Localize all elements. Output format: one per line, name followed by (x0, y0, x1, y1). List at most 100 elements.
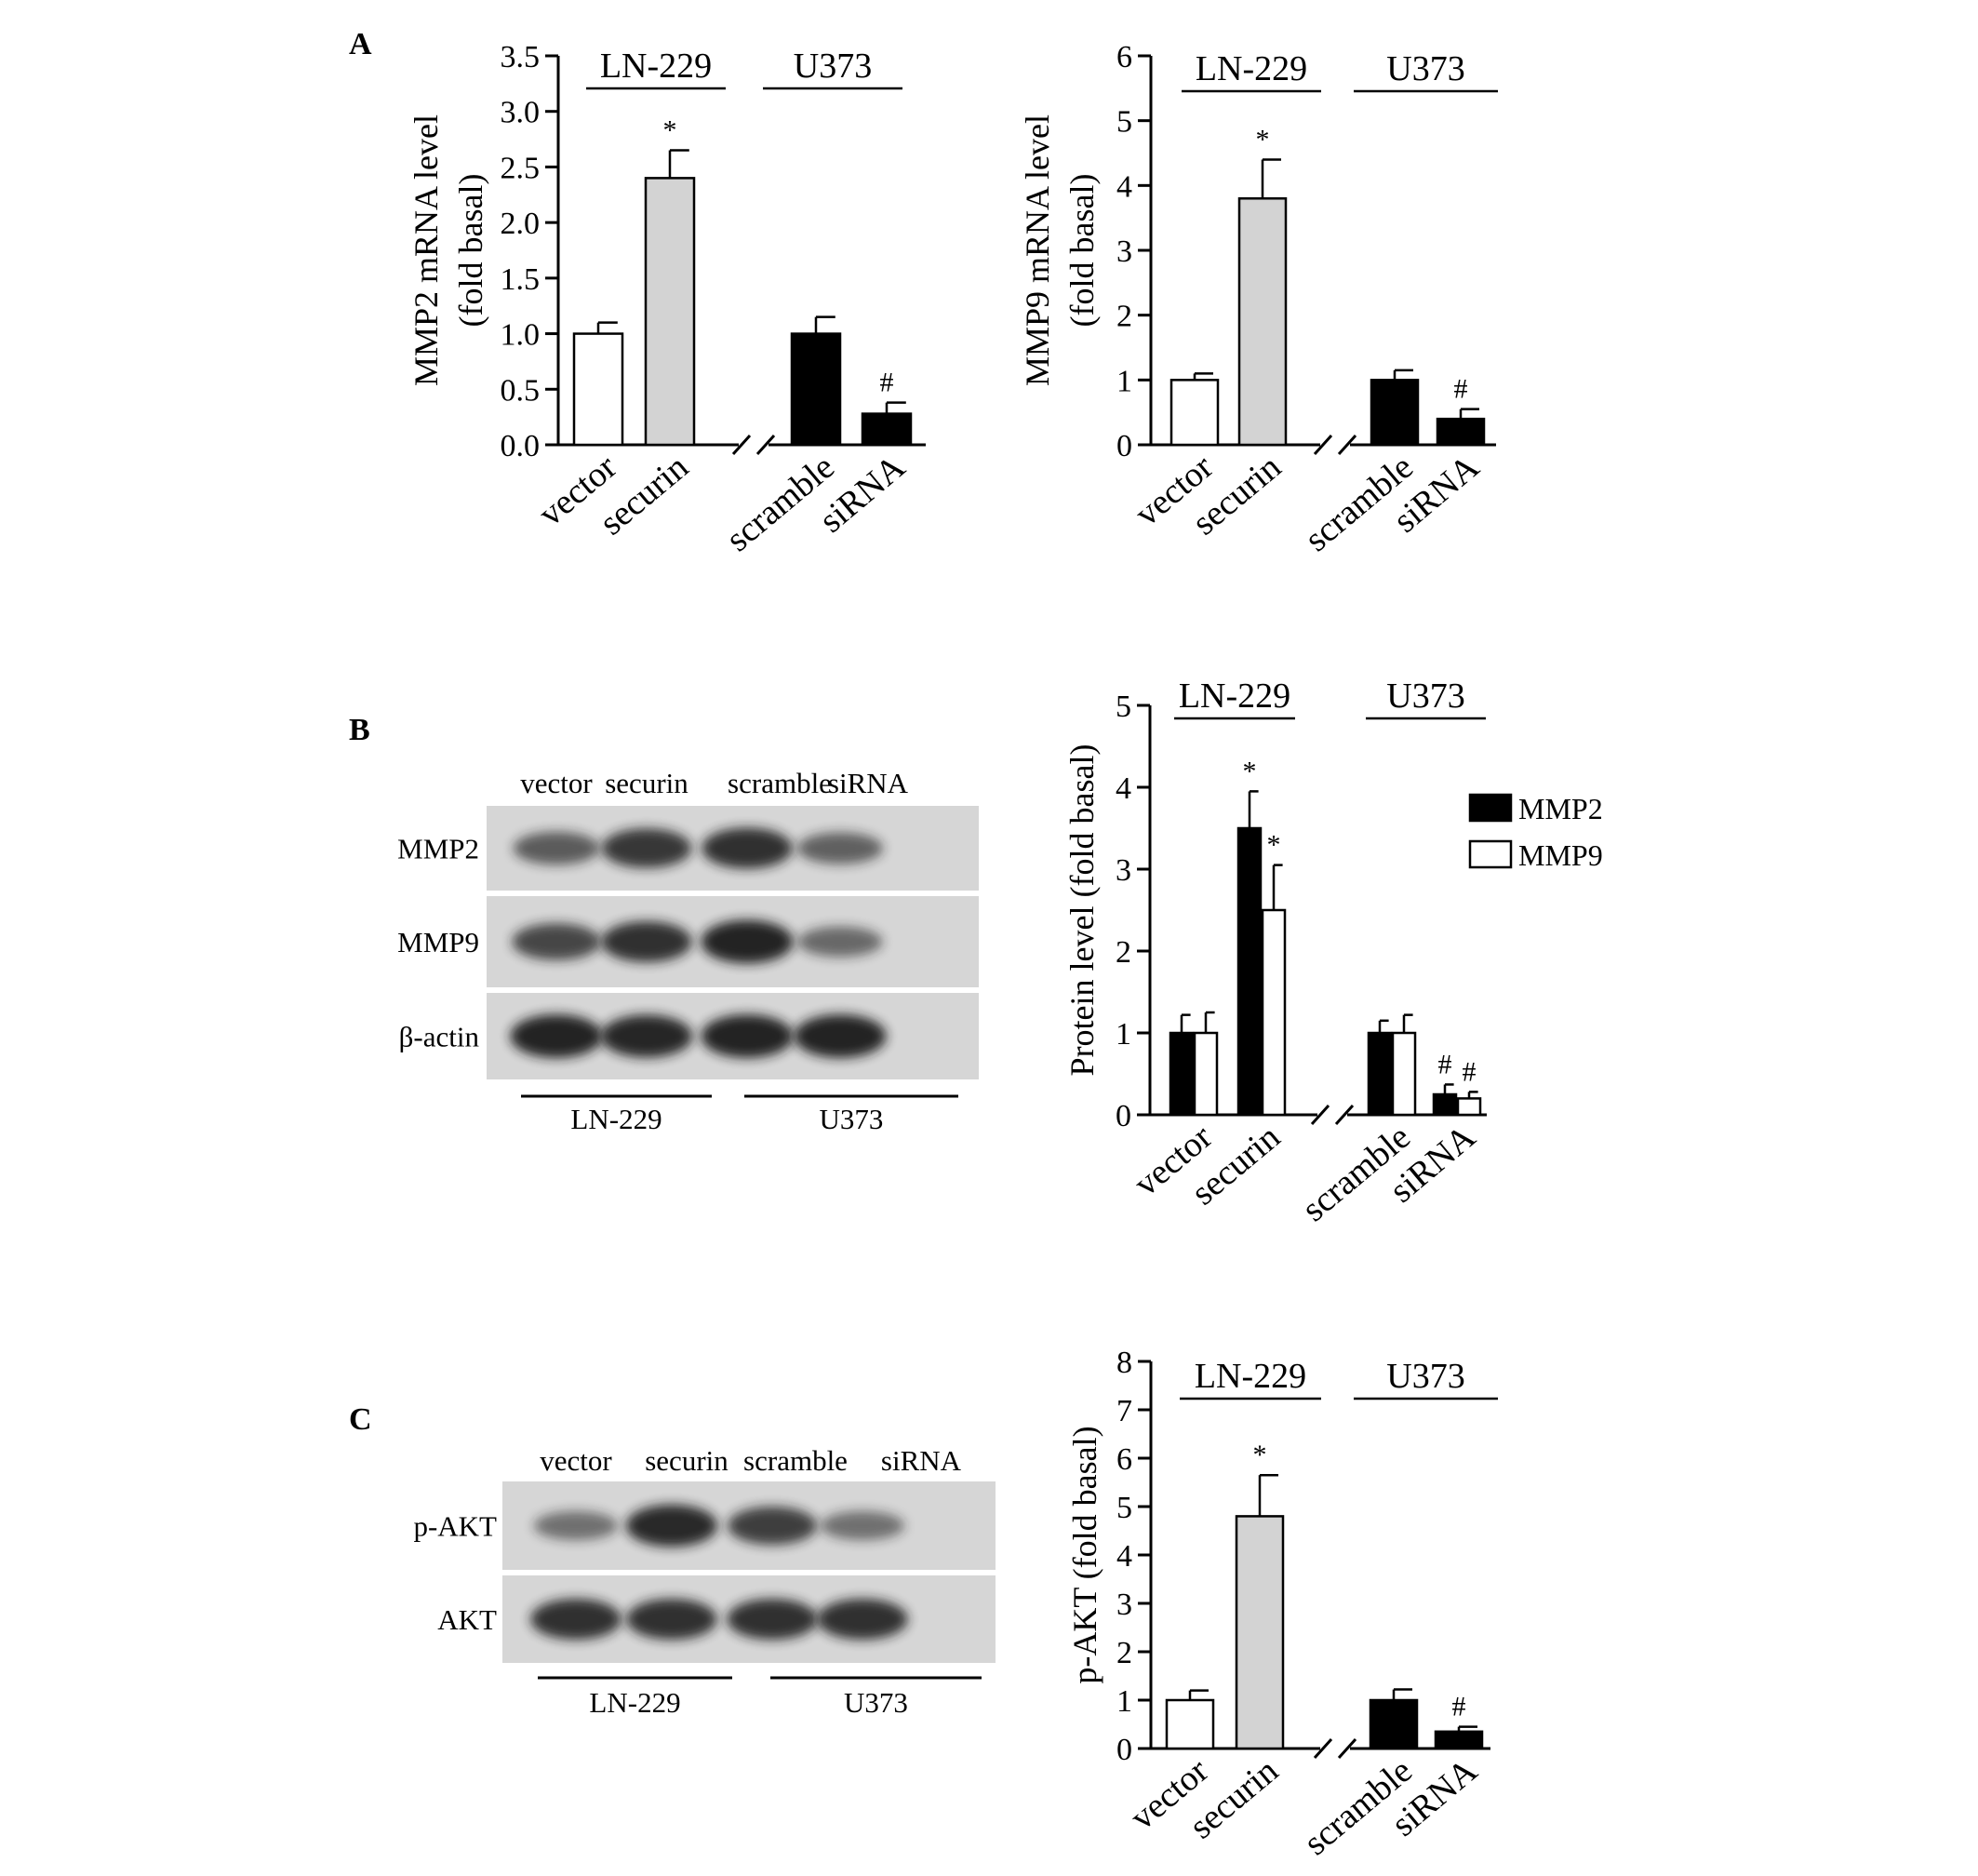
bar (1367, 1031, 1393, 1117)
y-tick-label: 0 (1116, 1099, 1131, 1133)
y-tick-label: 6 (1116, 1442, 1132, 1477)
blot-group-label: LN-229 (570, 1103, 662, 1135)
lane-label: securin (645, 1444, 728, 1477)
bar (1391, 1031, 1417, 1117)
bar (1169, 1031, 1195, 1117)
y-tick-label: 1.5 (501, 262, 541, 297)
y-tick-label: 2 (1116, 300, 1132, 334)
blot-group-label: U373 (844, 1686, 908, 1719)
significance-mark: # (880, 368, 894, 398)
group-label: LN-229 (600, 47, 712, 86)
group-label: U373 (794, 47, 872, 86)
blot-band (727, 1599, 818, 1640)
y-axis-label: Protein level (fold basal) (1063, 744, 1101, 1077)
y-tick-label: 2 (1116, 1636, 1132, 1670)
y-tick-label: 6 (1116, 40, 1132, 74)
y-tick-label: 7 (1116, 1394, 1132, 1428)
axis-break-mark (1334, 1104, 1355, 1126)
lane-label: siRNA (828, 767, 909, 799)
significance-mark: * (1267, 830, 1281, 861)
blot-row-label: p-AKT (413, 1510, 497, 1543)
chart-3: 0 1 2 3 4 5 Protein level (fold basal) LN-229 U3… (1063, 677, 1603, 1229)
y-tick-label: 0 (1116, 429, 1132, 463)
blot-band (702, 827, 793, 869)
axis-break-mark (1337, 434, 1357, 456)
y-tick-label: 0.5 (501, 373, 541, 408)
bar (1169, 379, 1220, 447)
blot-band (701, 919, 794, 964)
blot-band (820, 1510, 905, 1541)
y-tick-label: 3 (1116, 234, 1132, 269)
axis-break-mark (755, 434, 776, 456)
blot-band (510, 1014, 603, 1058)
significance-mark: * (663, 115, 677, 146)
chart-1: 0.0 0.5 1.0 1.5 2.0 2.5 3.0 3.5 MMP2 mRNA level(… (408, 40, 926, 559)
group-label: LN-229 (1196, 49, 1307, 88)
bar (1369, 1698, 1419, 1750)
y-tick-label: 2.0 (501, 207, 541, 241)
bar (1236, 826, 1263, 1117)
blot-row-label: MMP2 (397, 833, 479, 865)
y-tick-label: 3.0 (501, 96, 541, 130)
axis-break-mark (1313, 1737, 1333, 1760)
legend-swatch (1468, 793, 1513, 823)
bar (1432, 1092, 1458, 1117)
y-tick-label: 0.0 (501, 429, 541, 463)
y-axis-label: (fold basal) (1063, 174, 1101, 328)
legend-swatch (1468, 839, 1513, 869)
y-tick-label: 1 (1116, 1684, 1132, 1719)
bar (1436, 417, 1486, 447)
significance-mark: * (1256, 124, 1270, 154)
blot-row-label: MMP9 (397, 926, 479, 958)
y-tick-label: 1 (1116, 1017, 1131, 1052)
blot-band (600, 1014, 693, 1058)
y-tick-label: 4 (1116, 771, 1131, 806)
blot-group-label: LN-229 (589, 1686, 680, 1719)
y-tick-label: 2.5 (501, 151, 541, 185)
y-tick-label: 5 (1116, 105, 1132, 140)
axis-break-mark (1310, 1104, 1330, 1126)
legend-label: MMP2 (1518, 792, 1603, 825)
blot-band (797, 832, 883, 864)
lane-label: vector (540, 1444, 612, 1477)
y-tick-label: 3 (1116, 853, 1131, 888)
western-blot-C: vector securin scramble siRNA p-AKT AKT LN-229… (413, 1444, 996, 1719)
y-axis-label: MMP9 mRNA level (1019, 114, 1056, 386)
blot-band (817, 1599, 908, 1640)
y-tick-label: 3.5 (501, 40, 541, 74)
y-tick-label: 0 (1116, 1733, 1132, 1767)
group-label: LN-229 (1179, 677, 1290, 716)
axis-break-mark (1313, 434, 1333, 456)
bar (1237, 197, 1288, 447)
significance-mark: * (1253, 1440, 1267, 1470)
bar (1165, 1698, 1215, 1750)
blot-band (512, 923, 601, 960)
y-tick-label: 8 (1116, 1346, 1132, 1380)
significance-mark: # (1438, 1049, 1452, 1079)
y-tick-label: 4 (1116, 1539, 1132, 1574)
significance-mark: # (1463, 1056, 1477, 1087)
blot-row-label: β-actin (399, 1021, 480, 1053)
bar (790, 332, 842, 447)
blot-band (626, 1599, 717, 1640)
blot-band (601, 828, 692, 868)
lane-label: securin (605, 767, 688, 799)
group-label: U373 (1386, 677, 1464, 716)
lane-label: siRNA (881, 1444, 962, 1477)
blot-band (601, 921, 692, 962)
blot-band (797, 926, 883, 958)
blot-group-label: U373 (820, 1103, 884, 1135)
bar (1370, 379, 1420, 447)
lane-label: scramble (728, 767, 832, 799)
panel-letter-b: B (349, 713, 370, 747)
bar (861, 412, 913, 447)
blot-band (701, 1014, 794, 1058)
blot-band (794, 1014, 887, 1058)
y-tick-label: 4 (1116, 169, 1132, 204)
blot-row-label: AKT (437, 1603, 497, 1636)
group-label: U373 (1386, 1357, 1464, 1396)
bar (644, 177, 696, 447)
lane-label: vector (520, 767, 593, 799)
